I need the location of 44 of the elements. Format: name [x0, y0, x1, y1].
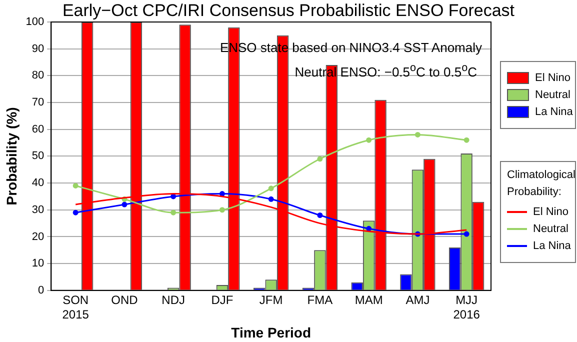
x-tick-label: MJJ 2016: [453, 292, 480, 322]
y-tick-label: 80: [32, 70, 44, 82]
point: [317, 212, 323, 218]
point: [464, 137, 470, 143]
y-tick-label: 10: [32, 258, 44, 270]
x-tick-label: FMA: [307, 292, 333, 307]
x-tick-label: OND: [111, 292, 138, 307]
point: [317, 156, 323, 162]
x-tick-label: DJF: [211, 292, 234, 307]
point: [366, 226, 372, 232]
point: [268, 196, 274, 202]
y-tick-label: 70: [32, 96, 44, 109]
point: [122, 202, 128, 208]
point: [268, 186, 274, 192]
point: [366, 137, 372, 143]
y-tick-label: 50: [32, 150, 44, 162]
y-tick-label: 40: [32, 177, 44, 190]
legend-label: La Nina: [533, 240, 571, 252]
x-tick-label: MAM: [354, 292, 383, 307]
x-tick-label: JFM: [259, 292, 283, 307]
y-tick-label: 100: [26, 16, 44, 28]
chart-title: Early−Oct CPC/IRI Consensus Probabilistic ENSO Forecast: [62, 1, 515, 20]
y-axis-title: Probability (%): [3, 107, 20, 206]
legend-label: Neutral: [535, 89, 570, 101]
point: [170, 210, 176, 216]
x-axis-title: Time Period: [231, 324, 312, 340]
y-tick-label: 0: [38, 284, 44, 296]
y-tick-label: 60: [32, 123, 44, 136]
x-tick-label: AMJ: [406, 292, 430, 307]
x-tick-label: SON 2015: [62, 292, 90, 322]
legend-label: El Nino: [535, 72, 570, 84]
point: [219, 207, 225, 213]
y-tick-label: 20: [32, 230, 44, 243]
legend-label: Neutral: [533, 223, 568, 235]
legend-title: Climatological Probability:: [507, 168, 576, 200]
point: [72, 182, 78, 188]
point: [464, 231, 470, 237]
y-tick-label: 90: [32, 42, 44, 55]
point: [414, 132, 420, 138]
point: [72, 210, 78, 216]
x-tick-label: NDJ: [162, 292, 186, 307]
legend-label: La Nina: [535, 106, 573, 118]
y-tick-label: 30: [32, 204, 44, 216]
legend-label: El Nino: [533, 206, 568, 218]
